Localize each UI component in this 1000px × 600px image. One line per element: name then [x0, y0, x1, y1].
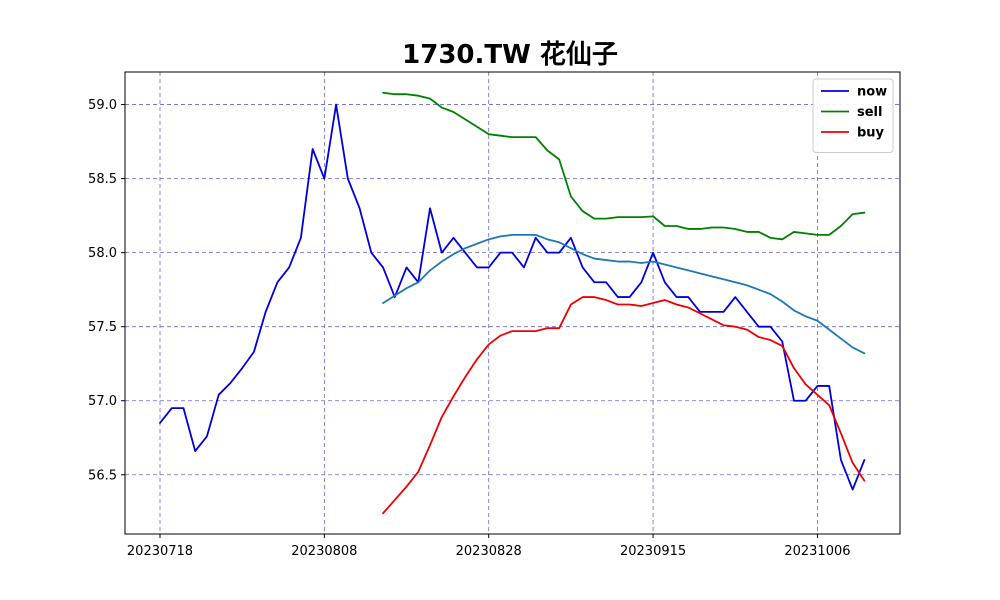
y-tick-label: 58.0: [88, 246, 117, 261]
x-tick-label: 20231006: [784, 544, 850, 559]
x-tick-label: 20230828: [456, 544, 522, 559]
y-tick-label: 58.5: [88, 172, 117, 187]
y-tick-label: 57.0: [88, 394, 117, 409]
chart-title: 1730.TW 花仙子: [402, 40, 618, 70]
y-tick-label: 56.5: [88, 468, 117, 483]
series-line-now: [159, 103, 866, 491]
plot-frame: [124, 71, 901, 535]
legend-label-now: now: [857, 85, 887, 100]
x-tick-label: 20230808: [291, 544, 357, 559]
legend: now sell buy: [812, 78, 894, 153]
x-tick-label: 20230915: [620, 544, 686, 559]
legend-label-sell: sell: [857, 105, 882, 120]
y-tick-label: 59.0: [88, 98, 117, 113]
series-line-buy: [382, 296, 866, 515]
y-tick-label: 57.5: [88, 320, 117, 335]
legend-box: [812, 78, 894, 153]
series-lines: [159, 91, 866, 515]
series-line-sell: [382, 91, 866, 241]
x-tick-label: 20230718: [127, 544, 193, 559]
axes: 56.5 57.0 57.5 58.0 58.5 59.0 20230718 20230808…: [88, 98, 850, 559]
series-line-unnamed-3: [382, 233, 866, 355]
legend-label-buy: buy: [857, 126, 885, 141]
